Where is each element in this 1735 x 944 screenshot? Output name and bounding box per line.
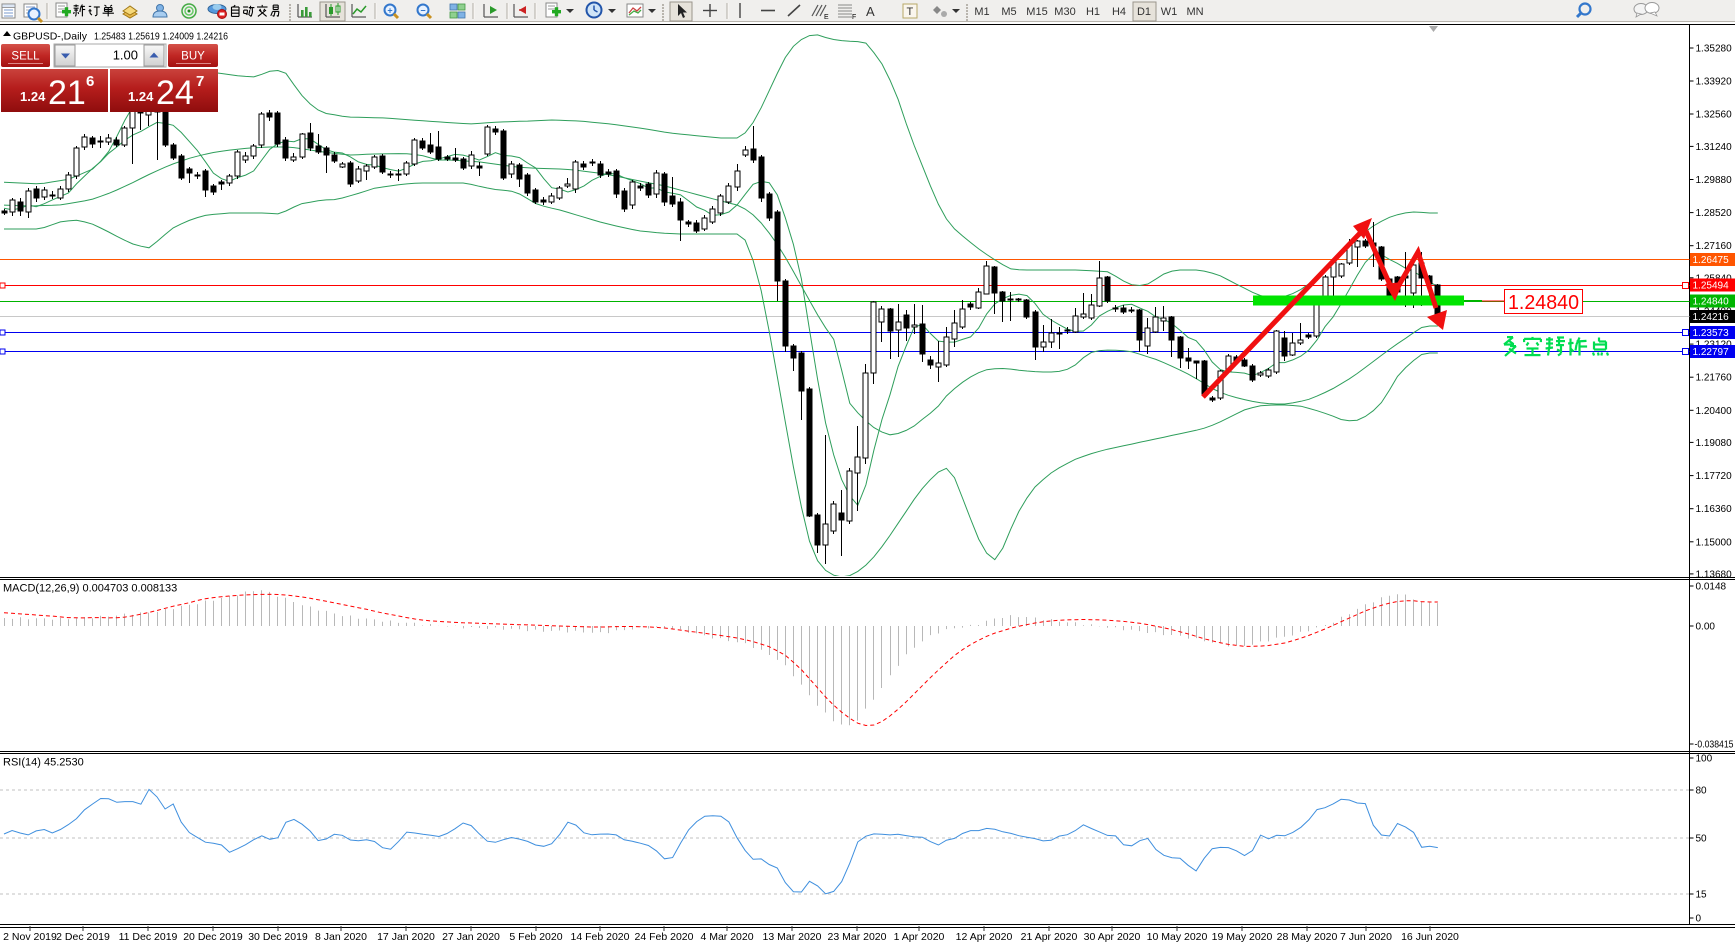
svg-text:A: A <box>866 4 875 19</box>
svg-text:12 Apr 2020: 12 Apr 2020 <box>956 931 1013 943</box>
svg-text:1.26475: 1.26475 <box>1693 255 1730 266</box>
svg-text:1.24216: 1.24216 <box>1693 312 1730 323</box>
svg-text:MN: MN <box>1186 6 1203 18</box>
svg-text:1.31240: 1.31240 <box>1696 142 1733 153</box>
svg-text:17 Jan 2020: 17 Jan 2020 <box>377 931 435 943</box>
svg-text:0.00: 0.00 <box>1696 622 1716 633</box>
svg-text:1.33920: 1.33920 <box>1696 77 1733 88</box>
svg-text:28 May 2020: 28 May 2020 <box>1277 931 1338 943</box>
svg-text:H1: H1 <box>1086 6 1100 18</box>
svg-text:E: E <box>824 14 829 21</box>
svg-text:F: F <box>852 14 856 21</box>
svg-text:1.24840: 1.24840 <box>1693 297 1730 308</box>
svg-text:1 Apr 2020: 1 Apr 2020 <box>894 931 945 943</box>
svg-text:0: 0 <box>1696 914 1702 925</box>
svg-text:30 Apr 2020: 30 Apr 2020 <box>1084 931 1141 943</box>
svg-text:1.19080: 1.19080 <box>1696 438 1733 449</box>
svg-text:SELL: SELL <box>11 51 40 63</box>
svg-text:1.15000: 1.15000 <box>1696 537 1733 548</box>
svg-text:8 Jan 2020: 8 Jan 2020 <box>315 931 367 943</box>
svg-text:M30: M30 <box>1054 6 1075 18</box>
svg-text:6: 6 <box>86 73 94 90</box>
svg-text:1.20400: 1.20400 <box>1696 406 1733 417</box>
svg-text:19 May 2020: 19 May 2020 <box>1212 931 1273 943</box>
svg-text:1.21760: 1.21760 <box>1696 373 1733 384</box>
svg-text:MACD(12,26,9) 0.004703 0.00813: MACD(12,26,9) 0.004703 0.008133 <box>3 583 177 595</box>
svg-text:1.16360: 1.16360 <box>1696 504 1733 515</box>
svg-text:7: 7 <box>196 73 204 90</box>
svg-text:1.17720: 1.17720 <box>1696 471 1733 482</box>
svg-text:13 Mar 2020: 13 Mar 2020 <box>763 931 822 943</box>
svg-text:H4: H4 <box>1112 6 1126 18</box>
svg-text:100: 100 <box>1696 754 1713 765</box>
svg-text:15: 15 <box>1696 890 1708 901</box>
svg-text:M15: M15 <box>1026 6 1047 18</box>
svg-text:T: T <box>907 6 914 18</box>
svg-text:24: 24 <box>156 74 194 112</box>
svg-text:5 Feb 2020: 5 Feb 2020 <box>509 931 562 943</box>
svg-text:23 Mar 2020: 23 Mar 2020 <box>828 931 887 943</box>
svg-text:1.24840: 1.24840 <box>1508 292 1579 314</box>
svg-text:2 Nov 2019: 2 Nov 2019 <box>3 931 57 943</box>
svg-text:W1: W1 <box>1161 6 1178 18</box>
svg-text:20 Dec 2019: 20 Dec 2019 <box>183 931 243 943</box>
svg-text:GBPUSD-,Daily: GBPUSD-,Daily <box>13 31 88 43</box>
svg-text:−: − <box>420 6 425 16</box>
svg-text:2 Dec 2019: 2 Dec 2019 <box>56 931 110 943</box>
svg-text:16 Jun 2020: 16 Jun 2020 <box>1401 931 1459 943</box>
svg-text:D1: D1 <box>1137 6 1151 18</box>
svg-text:1.13680: 1.13680 <box>1696 569 1733 580</box>
svg-text:1.25494: 1.25494 <box>1693 281 1730 292</box>
svg-text:1.24: 1.24 <box>20 89 46 104</box>
svg-text:1.25483 1.25619 1.24009 1.2421: 1.25483 1.25619 1.24009 1.24216 <box>94 31 228 43</box>
svg-text:1.00: 1.00 <box>113 48 138 63</box>
svg-text:10 May 2020: 10 May 2020 <box>1147 931 1208 943</box>
svg-text:1.35280: 1.35280 <box>1696 44 1733 55</box>
svg-text:11 Dec 2019: 11 Dec 2019 <box>119 931 178 943</box>
svg-text:21: 21 <box>48 74 86 112</box>
svg-text:BUY: BUY <box>181 51 205 63</box>
svg-text:1.32560: 1.32560 <box>1696 110 1733 121</box>
svg-text:80: 80 <box>1696 786 1708 797</box>
svg-text:1.27160: 1.27160 <box>1696 241 1733 252</box>
svg-text:14 Feb 2020: 14 Feb 2020 <box>571 931 630 943</box>
svg-text:1.24: 1.24 <box>128 89 154 104</box>
svg-text:1.22797: 1.22797 <box>1693 347 1730 358</box>
svg-text:1.29880: 1.29880 <box>1696 175 1733 186</box>
svg-text:1.28520: 1.28520 <box>1696 208 1733 219</box>
svg-text:7 Jun 2020: 7 Jun 2020 <box>1340 931 1392 943</box>
svg-text:RSI(14) 45.2530: RSI(14) 45.2530 <box>3 757 84 769</box>
svg-text:24 Feb 2020: 24 Feb 2020 <box>635 931 694 943</box>
svg-text:M5: M5 <box>1001 6 1016 18</box>
svg-text:-0.038415: -0.038415 <box>1695 740 1734 751</box>
svg-text:50: 50 <box>1696 834 1708 845</box>
svg-text:30 Dec 2019: 30 Dec 2019 <box>248 931 308 943</box>
svg-text:27 Jan 2020: 27 Jan 2020 <box>442 931 500 943</box>
svg-text:1.23573: 1.23573 <box>1693 328 1730 339</box>
svg-text:0.0148: 0.0148 <box>1696 582 1727 593</box>
svg-text:+: + <box>387 6 392 16</box>
svg-text:21 Apr 2020: 21 Apr 2020 <box>1021 931 1078 943</box>
svg-text:4 Mar 2020: 4 Mar 2020 <box>700 931 753 943</box>
svg-text:M1: M1 <box>974 6 989 18</box>
